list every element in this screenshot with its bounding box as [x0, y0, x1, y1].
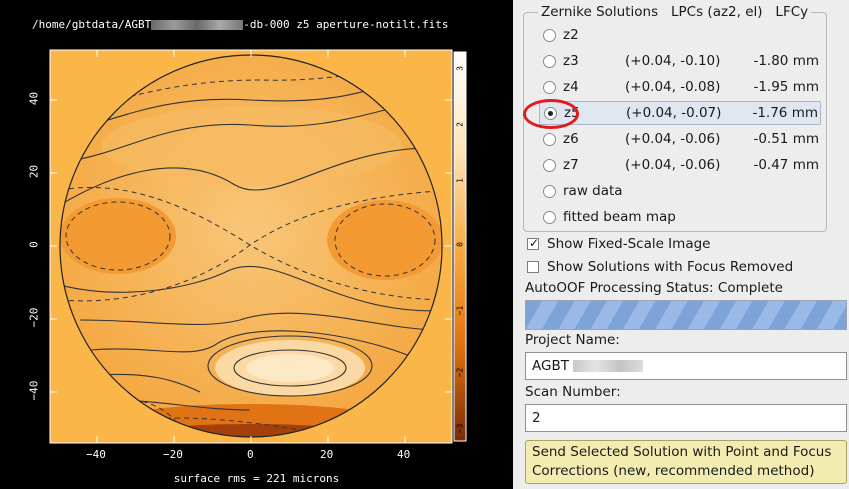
colorbar-tick-label: 2	[455, 122, 465, 127]
x-tick-label: 20	[320, 448, 334, 461]
project-name-value: AGBT	[532, 358, 569, 374]
project-name-field[interactable]: AGBT	[525, 352, 847, 380]
radio-z2[interactable]	[543, 28, 556, 42]
x-tick-label: −20	[163, 448, 183, 461]
processing-status-label: AutoOOF Processing Status: Complete	[525, 280, 783, 296]
solution-lpc: (+0.04, -0.10)	[625, 53, 721, 69]
radio-z6[interactable]	[543, 132, 556, 146]
colorbar-tick-label: 3	[455, 66, 465, 71]
radio-fitted-beam-map[interactable]	[543, 210, 556, 224]
plot-title: /home/gbtdata/AGBT -db-000 z5 aperture-no…	[32, 18, 449, 31]
solution-lfcy: -1.80 mm	[753, 53, 819, 69]
solution-name: z3	[563, 53, 579, 69]
solution-lfcy: -1.95 mm	[753, 79, 819, 95]
solution-row-z4[interactable]: z4 (+0.04, -0.08) -1.95 mm	[539, 75, 821, 99]
focus-removed-checkbox[interactable]	[527, 261, 539, 273]
y-tick-label: 0	[27, 241, 41, 248]
radio-raw-data[interactable]	[543, 184, 556, 198]
aperture-plot-pane: /home/gbtdata/AGBT -db-000 z5 aperture-no…	[0, 0, 513, 489]
colorbar	[453, 51, 467, 442]
focus-removed-option[interactable]: Show Solutions with Focus Removed	[527, 259, 793, 275]
solution-lpc: (+0.04, -0.08)	[625, 79, 721, 95]
x-tick-label: 40	[397, 448, 411, 461]
solution-row-raw-data[interactable]: raw data	[539, 179, 821, 203]
scan-number-value: 2	[532, 410, 541, 426]
solution-name: z5	[564, 105, 580, 121]
project-name-label: Project Name:	[525, 332, 620, 348]
send-solution-button[interactable]: Send Selected Solution with Point and Fo…	[525, 440, 847, 484]
radio-z5[interactable]	[544, 106, 557, 120]
radio-z4[interactable]	[543, 80, 556, 94]
solution-lfcy: -0.51 mm	[753, 131, 819, 147]
colorbar-tick-label: 1	[455, 178, 465, 183]
x-tick-label: 0	[247, 448, 254, 461]
solution-row-z5[interactable]: z5 (+0.04, -0.07) -1.76 mm	[539, 101, 821, 125]
solution-lpc: (+0.04, -0.06)	[625, 131, 721, 147]
aperture-surface-plot	[49, 49, 467, 444]
solution-lfcy: -0.47 mm	[753, 157, 819, 173]
zernike-group-header: Zernike Solutions LPCs (az2, el) LFCy	[538, 4, 812, 20]
solution-row-z3[interactable]: z3 (+0.04, -0.10) -1.80 mm	[539, 49, 821, 73]
colorbar-tick-label: 0	[455, 242, 465, 247]
colorbar-tick-label: −1	[455, 305, 465, 316]
send-button-line2: Corrections (new, recommended method)	[532, 463, 815, 479]
solution-lfcy: -1.76 mm	[752, 105, 818, 121]
radio-z7[interactable]	[543, 158, 556, 172]
solution-name: z6	[563, 131, 579, 147]
radio-z3[interactable]	[543, 54, 556, 68]
surface-rms-label: surface rms = 221 microns	[173, 472, 340, 485]
y-tick-label: −20	[27, 307, 41, 328]
fixed-scale-label: Show Fixed-Scale Image	[547, 236, 711, 252]
solution-name: z2	[563, 27, 579, 43]
y-tick-label: 20	[27, 164, 41, 179]
control-pane: Zernike Solutions LPCs (az2, el) LFCy z2…	[513, 0, 849, 489]
solution-lpc: (+0.04, -0.07)	[626, 105, 722, 121]
focus-removed-label: Show Solutions with Focus Removed	[547, 259, 794, 275]
solution-lpc: (+0.04, -0.06)	[625, 157, 721, 173]
solution-name: raw data	[563, 183, 623, 199]
solution-row-z7[interactable]: z7 (+0.04, -0.06) -0.47 mm	[539, 153, 821, 177]
x-tick-label: −40	[86, 448, 106, 461]
colorbar-tick-label: −2	[455, 367, 465, 378]
processing-progress-bar	[525, 300, 847, 330]
y-tick-label: −40	[27, 380, 41, 401]
send-button-line1: Send Selected Solution with Point and Fo…	[532, 444, 832, 460]
scan-number-label: Scan Number:	[525, 384, 621, 400]
colorbar-tick-label: −3	[455, 423, 465, 434]
fixed-scale-checkbox[interactable]	[527, 236, 539, 250]
solution-name: fitted beam map	[563, 209, 676, 225]
zernike-solutions-group: Zernike Solutions LPCs (az2, el) LFCy z2…	[523, 4, 827, 232]
solution-row-fitted-beam-map[interactable]: fitted beam map	[539, 205, 821, 229]
y-tick-label: 40	[27, 91, 41, 106]
solution-name: z7	[563, 157, 579, 173]
solution-name: z4	[563, 79, 579, 95]
solution-row-z6[interactable]: z6 (+0.04, -0.06) -0.51 mm	[539, 127, 821, 151]
fixed-scale-option[interactable]: Show Fixed-Scale Image	[527, 236, 710, 252]
solution-row-z2[interactable]: z2	[539, 23, 821, 47]
scan-number-field[interactable]: 2	[525, 404, 847, 432]
